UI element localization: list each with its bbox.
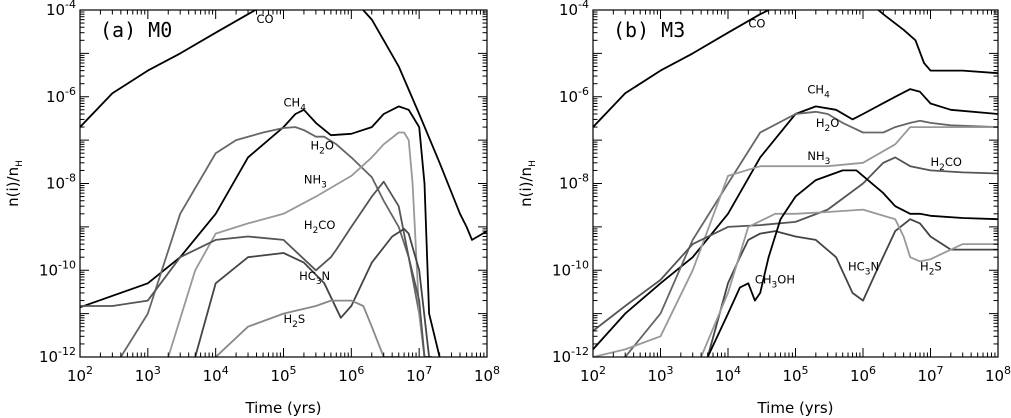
y-tick-label: 10-4 (46, 0, 76, 19)
species-label: CO (748, 16, 765, 30)
x-tick-label: 104 (715, 364, 741, 385)
series-line-ch4 (593, 88, 998, 351)
y-tick-label: 10-12 (39, 345, 76, 366)
x-axis-label: Time (yrs) (244, 399, 321, 417)
chart-panel-b: 102 103 104 105 106 107 108 10-12 10-10 10-8 10-6 1… (517, 0, 1011, 417)
x-tick-label: 102 (67, 364, 93, 385)
x-tick-label: 102 (580, 364, 606, 385)
species-label: HC3N (299, 269, 330, 287)
series-line-h2o (624, 110, 998, 357)
series-line-h2co (80, 180, 432, 357)
species-label: HC3N (848, 259, 879, 277)
series-group (593, 10, 998, 357)
y-tick-label: 10-6 (46, 85, 76, 106)
series-line-nh3 (593, 126, 998, 357)
series-line-co (80, 10, 487, 241)
x-tick-label: 107 (917, 364, 943, 385)
y-tick-label: 10-12 (552, 345, 589, 366)
y-tick-label: 10-8 (559, 172, 589, 193)
species-label: H2S (920, 259, 942, 277)
x-tick-label: 103 (135, 364, 161, 385)
x-tick-label: 108 (985, 364, 1011, 385)
plot-frame (592, 9, 999, 358)
y-tick-label: 10-8 (46, 172, 76, 193)
series-line-ch4 (80, 105, 441, 357)
x-tick-label: 106 (338, 364, 364, 385)
x-tick-label: 103 (647, 364, 673, 385)
series-line-co (593, 10, 998, 128)
species-label: H2CO (931, 155, 962, 173)
series-line-h2co (593, 156, 998, 332)
species-label: CO (257, 12, 274, 26)
y-tick-label: 10-10 (39, 258, 76, 279)
species-label: H2O (310, 139, 333, 157)
x-tick-label: 105 (270, 364, 296, 385)
series-line-nh3 (167, 131, 426, 357)
series-line-h2o (119, 126, 432, 357)
x-tick-label: 107 (406, 364, 432, 385)
y-tick-label: 10-6 (559, 85, 589, 106)
series-line-h2s (700, 208, 998, 357)
species-label: H2S (284, 312, 306, 330)
x-tick-label: 105 (782, 364, 808, 385)
species-label: CH4 (807, 82, 830, 100)
series-line-h2s (214, 299, 400, 357)
series-line-hc3n (706, 218, 998, 357)
chart-panel-a: 102 103 104 105 106 107 108 10-12 10-10 10-8 10-6 1… (4, 0, 500, 417)
plot-frame (79, 9, 488, 358)
y-axis-label: n(i)/nH (4, 160, 25, 207)
species-label: H2O (816, 116, 839, 134)
series-line-ch3oh (706, 169, 998, 357)
x-tick-label: 106 (850, 364, 876, 385)
panel-label: (b) M3 (613, 18, 685, 42)
y-tick-label: 10-4 (559, 0, 589, 19)
species-label: CH3OH (755, 272, 795, 290)
series-group (80, 10, 487, 357)
y-axis-label: n(i)/nH (517, 160, 538, 207)
x-axis-label: Time (yrs) (756, 399, 833, 417)
species-label: NH3 (304, 173, 327, 191)
series-line-hc3n (194, 228, 430, 357)
panel-label: (a) M0 (100, 18, 172, 42)
species-label: H2CO (304, 218, 335, 236)
x-tick-label: 104 (203, 364, 229, 385)
y-tick-label: 10-10 (552, 258, 589, 279)
x-tick-label: 108 (474, 364, 500, 385)
species-label: NH3 (807, 149, 830, 167)
species-label: CH4 (284, 95, 307, 113)
